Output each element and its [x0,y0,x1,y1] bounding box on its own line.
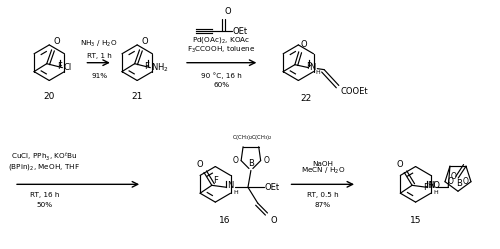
Text: O: O [270,216,277,225]
Text: RT, 0.5 h: RT, 0.5 h [307,192,338,198]
Text: 16: 16 [220,216,231,225]
Text: O: O [224,7,230,16]
Text: F: F [423,183,428,192]
Text: 50%: 50% [36,202,52,208]
Text: F: F [56,62,62,71]
Text: O: O [142,37,148,46]
Text: O: O [54,37,60,46]
Text: O: O [196,161,203,170]
Text: 15: 15 [410,216,422,225]
Text: O: O [448,177,454,186]
Text: OEt: OEt [233,27,248,36]
Text: O: O [396,161,404,170]
Text: B: B [456,179,462,188]
Text: MeCN / H$_2$O: MeCN / H$_2$O [300,166,345,176]
Text: Cl: Cl [64,63,72,72]
Text: (BPin)$_2$, MeOH, THF: (BPin)$_2$, MeOH, THF [8,162,81,173]
Text: O: O [300,40,308,49]
Text: Pd(OAc)$_2$, KOAc: Pd(OAc)$_2$, KOAc [192,35,250,45]
Text: NH$_2$: NH$_2$ [152,62,169,74]
Text: 87%: 87% [314,202,331,208]
Text: O: O [264,156,270,165]
Text: NH$_3$ / H$_2$O: NH$_3$ / H$_2$O [80,39,118,49]
Text: CuCl, PPh$_3$, KO$^t$Bu: CuCl, PPh$_3$, KO$^t$Bu [11,150,78,163]
Text: 21: 21 [132,92,143,101]
Text: C(CH$_3$)$_2$: C(CH$_3$)$_2$ [232,133,254,142]
Text: F: F [144,62,150,71]
Text: RT, 1 h: RT, 1 h [86,53,112,59]
Text: F: F [306,62,310,71]
Text: COOEt: COOEt [341,87,368,96]
Text: F$_3$CCOOH, toluene: F$_3$CCOOH, toluene [187,45,256,55]
Text: 20: 20 [44,92,55,101]
Text: 90 °C, 16 h: 90 °C, 16 h [201,73,241,79]
Text: H: H [316,70,320,75]
Text: NaOH: NaOH [312,161,334,167]
Text: O: O [450,172,456,181]
Text: F: F [213,176,218,186]
Text: RT, 16 h: RT, 16 h [30,192,59,198]
Text: HO: HO [428,181,440,190]
Text: N: N [228,181,234,190]
Text: 22: 22 [300,94,312,103]
Text: 60%: 60% [213,82,229,88]
Text: H: H [434,190,438,195]
Text: B: B [248,159,254,168]
Text: N: N [310,63,316,72]
Text: O: O [462,177,468,186]
Text: H: H [234,190,238,195]
Text: 91%: 91% [91,73,107,79]
Text: O: O [232,156,238,165]
Text: C(CH$_3$)$_2$: C(CH$_3$)$_2$ [250,133,272,142]
Text: N: N [428,181,434,190]
Text: OEt: OEt [264,183,280,192]
